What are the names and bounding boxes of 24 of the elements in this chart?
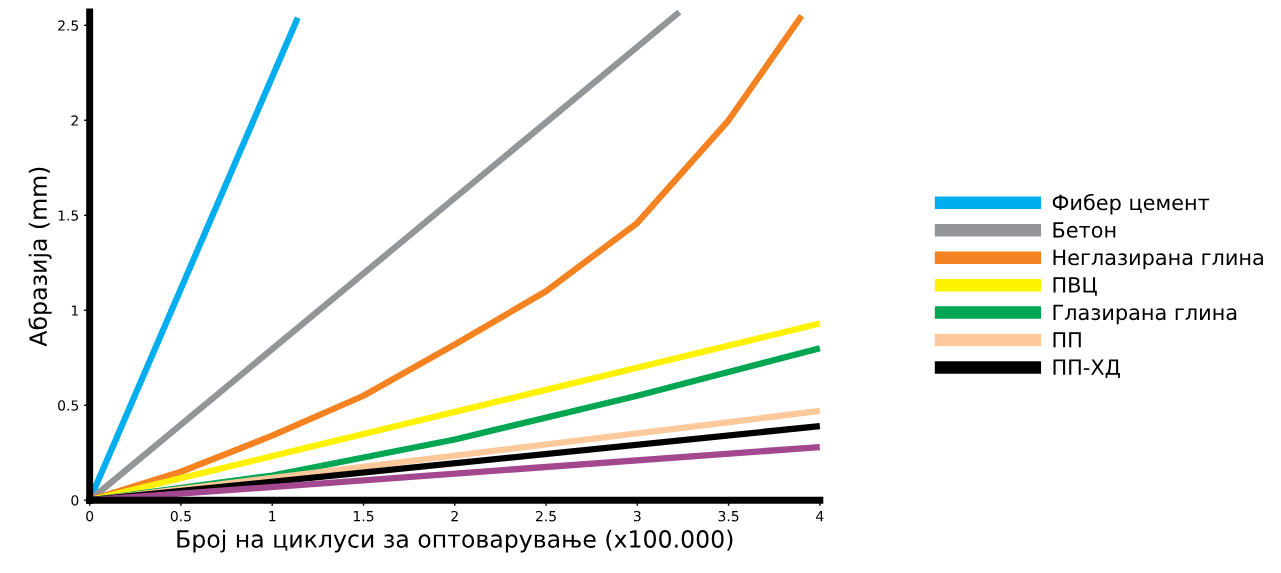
legend-label: ПП <box>1053 332 1081 348</box>
x-axis-title: Број на циклуси за оптоварување (x100.000) <box>177 529 733 553</box>
legend-label: Бетон <box>1053 222 1116 238</box>
y-tick-label: 0 <box>71 495 79 506</box>
legend-label: ПП-ХД <box>1053 359 1120 379</box>
legend-label: Глазирана глина <box>1053 304 1237 325</box>
x-tick-label: 0.5 <box>170 510 191 522</box>
y-tick-label: 1 <box>71 305 78 316</box>
y-tick-label: 1.5 <box>58 210 79 221</box>
x-tick-label: 3 <box>633 510 641 522</box>
y-tick-label: 2 <box>71 115 78 126</box>
x-tick-label: 4 <box>816 511 824 522</box>
x-tick-label: 1 <box>269 511 276 522</box>
x-tick-label: 2 <box>451 510 458 522</box>
x-tick-label: 1.5 <box>353 511 374 522</box>
x-tick-label: 2.5 <box>536 510 556 522</box>
legend-label: ПВЦ <box>1053 277 1097 296</box>
x-tick-label: 3.5 <box>718 510 739 522</box>
legend-label: Фибер цемент <box>1052 193 1210 215</box>
x-tick-label: 0 <box>86 510 94 522</box>
y-axis-title: Абразија (mm) <box>28 167 52 347</box>
y-tick-label: 2.5 <box>58 20 79 31</box>
y-tick-label: 0.5 <box>58 400 79 411</box>
legend-label: Неглазирана глина <box>1053 249 1263 270</box>
